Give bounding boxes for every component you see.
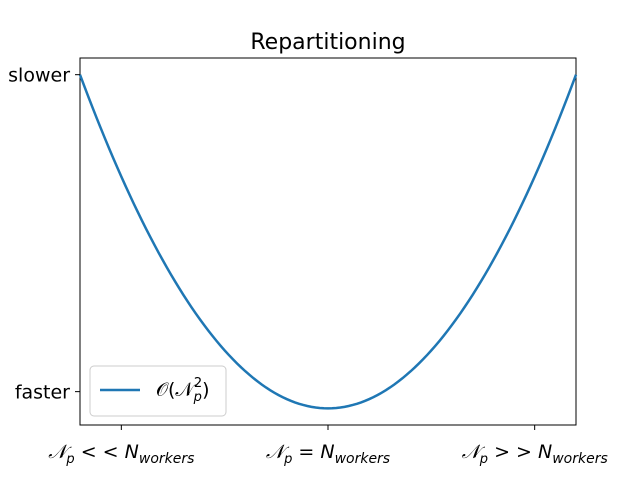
- y-tick-label: slower: [8, 65, 70, 87]
- legend-box: [89, 365, 227, 417]
- x-axis: 𝒩p < < Nworkers 𝒩p = Nworkers 𝒩p > > Nwork…: [48, 425, 608, 467]
- series-layer: [78, 74, 578, 410]
- legend-label: 𝒪(𝒩p2): [156, 376, 210, 405]
- chart-title: Repartitioning: [250, 30, 405, 55]
- x-tick-label: 𝒩p > > Nworkers: [462, 441, 608, 467]
- series-line-0: [78, 74, 578, 410]
- x-tick-label: 𝒩p < < Nworkers: [48, 441, 194, 467]
- x-tick-label: 𝒩p = Nworkers: [266, 441, 390, 467]
- y-tick-label: faster: [15, 382, 70, 404]
- legend: 𝒪(𝒩p2): [89, 365, 227, 417]
- y-axis: faster slower: [8, 65, 80, 404]
